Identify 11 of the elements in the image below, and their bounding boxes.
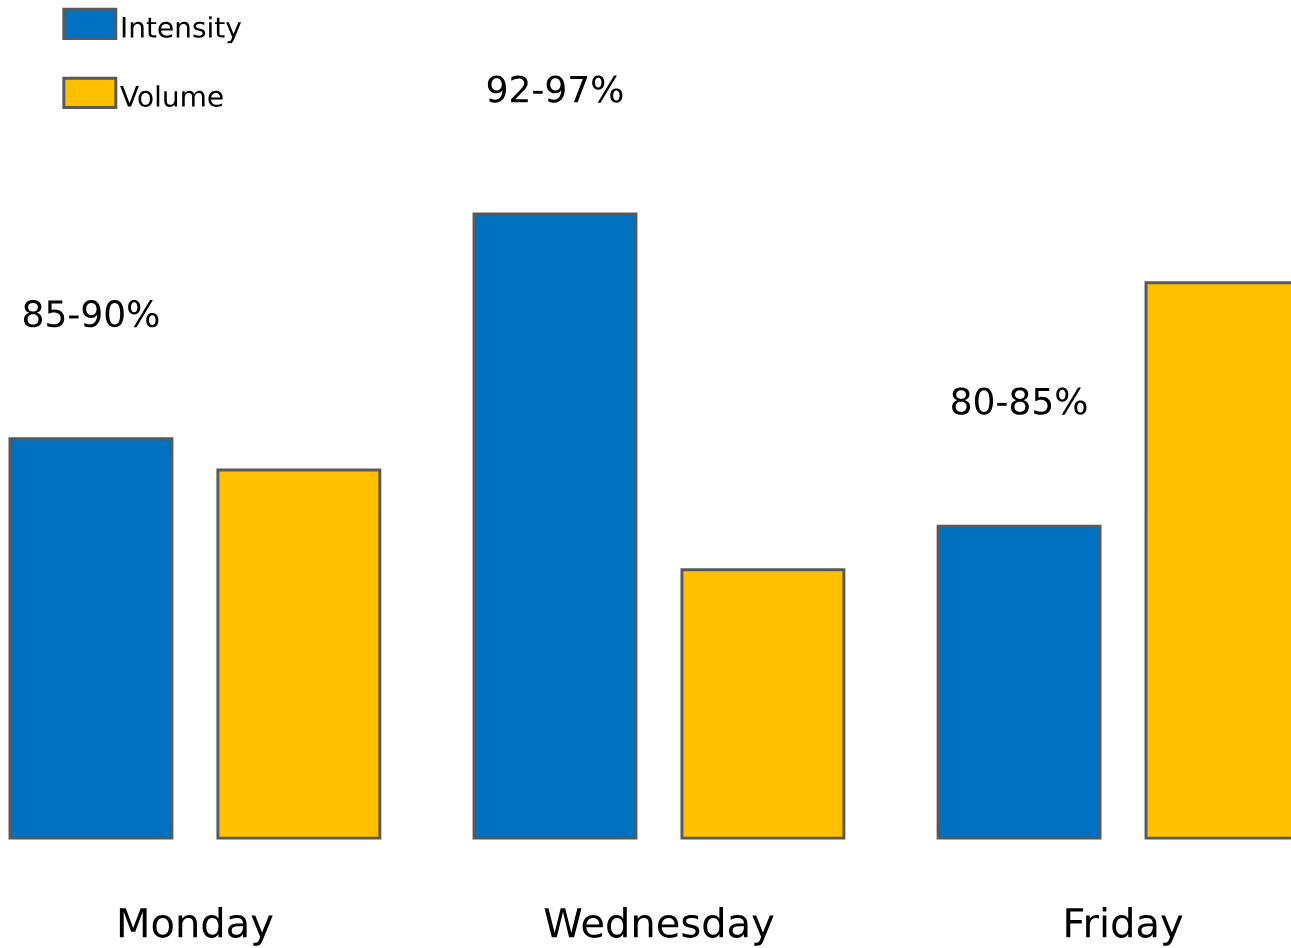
annotation: 85-90% [24, 300, 159, 328]
legend-label: Intensity [122, 16, 242, 44]
text: 92-97% [487, 75, 623, 103]
annotation: 80-85% [952, 387, 1087, 415]
bar [472, 212, 638, 840]
x-tick-label: Monday [119, 906, 273, 946]
bar [936, 524, 1102, 840]
bar [8, 437, 174, 840]
x-tick-label: Wednesday [544, 906, 774, 946]
legend-label: Volume [120, 85, 223, 107]
x-tick-label: Friday [1066, 906, 1183, 946]
